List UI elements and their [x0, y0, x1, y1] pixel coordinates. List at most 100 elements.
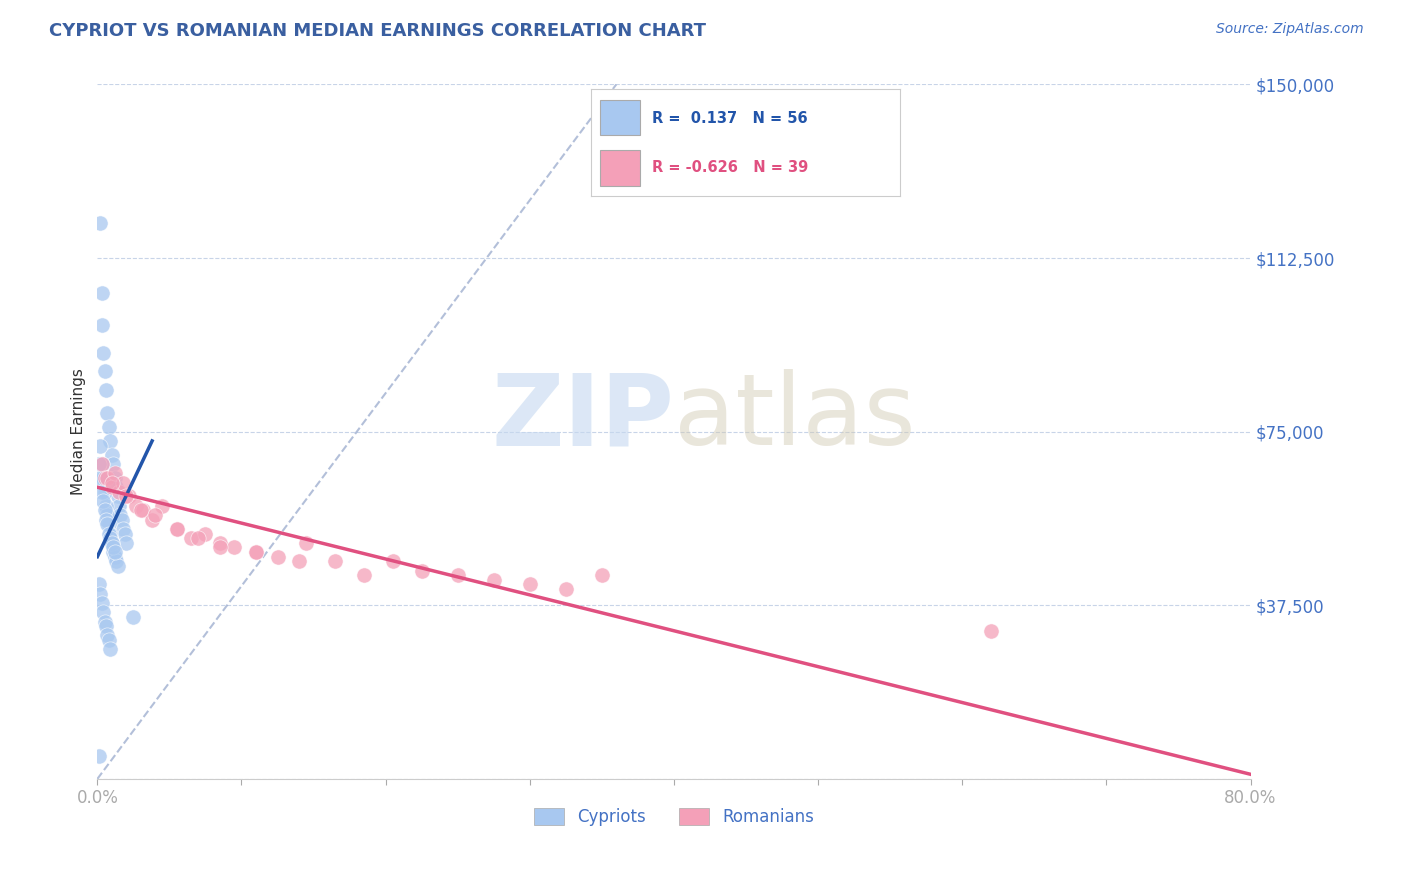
Point	[519, 577, 541, 591]
Point	[108, 499, 131, 513]
Point	[115, 490, 138, 504]
Point	[112, 475, 135, 490]
Point	[180, 531, 202, 545]
Point	[187, 531, 209, 545]
Point	[97, 420, 120, 434]
Point	[96, 628, 118, 642]
Point	[90, 285, 112, 300]
Point	[111, 513, 134, 527]
Legend: Cypriots, Romanians: Cypriots, Romanians	[527, 802, 821, 833]
Point	[94, 499, 117, 513]
Point	[97, 526, 120, 541]
Point	[100, 536, 122, 550]
Point	[104, 467, 127, 481]
Point	[118, 490, 141, 504]
Text: Source: ZipAtlas.com: Source: ZipAtlas.com	[1216, 22, 1364, 37]
Point	[97, 517, 120, 532]
Point	[96, 517, 118, 532]
Text: ZIP: ZIP	[491, 369, 673, 467]
Point	[288, 554, 311, 568]
Point	[89, 587, 111, 601]
Point	[90, 318, 112, 333]
Point	[482, 573, 505, 587]
Point	[105, 480, 128, 494]
Point	[295, 536, 318, 550]
Point	[90, 596, 112, 610]
Point	[96, 471, 118, 485]
Point	[166, 522, 188, 536]
Point	[447, 568, 470, 582]
Point	[114, 526, 136, 541]
Point	[103, 545, 125, 559]
Point	[105, 554, 128, 568]
Point	[107, 490, 129, 504]
Point	[132, 503, 155, 517]
FancyBboxPatch shape	[600, 150, 640, 186]
Point	[87, 577, 110, 591]
Point	[166, 522, 188, 536]
Point	[96, 508, 118, 522]
Text: R = -0.626   N = 39: R = -0.626 N = 39	[652, 160, 808, 175]
Point	[91, 494, 114, 508]
Point	[245, 545, 267, 559]
Point	[98, 526, 121, 541]
FancyBboxPatch shape	[600, 100, 640, 136]
Point	[93, 471, 115, 485]
Point	[141, 513, 163, 527]
Point	[245, 545, 267, 559]
Point	[107, 558, 129, 573]
Point	[150, 499, 173, 513]
Point	[96, 406, 118, 420]
Point	[104, 471, 127, 485]
Text: atlas: atlas	[673, 369, 915, 467]
Point	[266, 549, 288, 564]
Point	[110, 508, 132, 522]
Point	[87, 457, 110, 471]
Point	[100, 480, 122, 494]
Point	[208, 536, 231, 550]
Point	[112, 522, 135, 536]
Point	[100, 448, 122, 462]
Point	[98, 531, 121, 545]
Point	[208, 541, 231, 555]
Point	[89, 439, 111, 453]
Point	[411, 564, 433, 578]
Text: R =  0.137   N = 56: R = 0.137 N = 56	[652, 111, 808, 126]
Point	[143, 508, 166, 522]
Point	[100, 475, 122, 490]
Point	[100, 536, 122, 550]
Point	[108, 484, 131, 499]
Point	[94, 619, 117, 633]
Point	[554, 582, 576, 596]
Point	[94, 513, 117, 527]
Point	[90, 457, 112, 471]
Point	[115, 536, 138, 550]
Point	[93, 484, 115, 499]
Point	[980, 624, 1002, 638]
Point	[224, 541, 246, 555]
Point	[90, 457, 112, 471]
Point	[89, 216, 111, 230]
Point	[129, 503, 152, 517]
Point	[91, 471, 114, 485]
Point	[591, 568, 613, 582]
Point	[91, 346, 114, 360]
Point	[90, 484, 112, 499]
Point	[103, 457, 125, 471]
Point	[98, 642, 121, 657]
Point	[87, 748, 110, 763]
Point	[103, 541, 125, 555]
Point	[94, 383, 117, 397]
Point	[91, 605, 114, 619]
Point	[93, 364, 115, 378]
Point	[194, 526, 217, 541]
Point	[89, 471, 111, 485]
Point	[323, 554, 346, 568]
Point	[93, 615, 115, 629]
Point	[93, 503, 115, 517]
Point	[125, 499, 148, 513]
Y-axis label: Median Earnings: Median Earnings	[72, 368, 86, 495]
Point	[104, 549, 127, 564]
Point	[98, 434, 121, 448]
Text: CYPRIOT VS ROMANIAN MEDIAN EARNINGS CORRELATION CHART: CYPRIOT VS ROMANIAN MEDIAN EARNINGS CORR…	[49, 22, 706, 40]
